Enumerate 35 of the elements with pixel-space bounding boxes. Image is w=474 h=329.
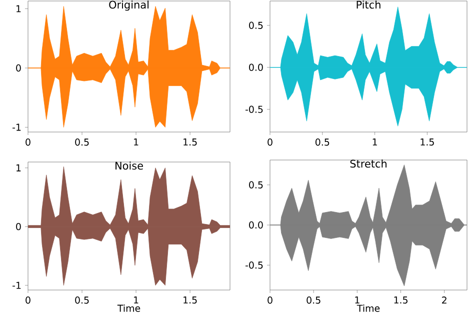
- x-axis-title: Time: [117, 304, 140, 312]
- x-tick-label: 0.5: [316, 138, 330, 146]
- x-tick-label: 1: [134, 138, 138, 146]
- y-tick-label: 0.0: [249, 221, 263, 229]
- y-tick-label: -1: [12, 124, 21, 131]
- y-tick-label: 1: [16, 164, 21, 172]
- chart-title: Noise: [116, 162, 143, 170]
- x-tick-label: 0: [26, 138, 30, 146]
- x-tick-label: 1.5: [394, 296, 408, 304]
- x-tick-label: 0: [26, 296, 30, 304]
- y-tick-label: -0.5: [245, 262, 263, 269]
- x-tick-label: 1: [355, 296, 360, 304]
- x-tick-label: 0: [268, 296, 272, 304]
- x-axis-title: Time: [356, 304, 380, 312]
- x-tick-label: 1.5: [184, 138, 197, 146]
- x-tick-label: 0: [268, 138, 272, 146]
- chart-title: Pitch: [356, 0, 380, 9]
- x-tick-label: 0.5: [75, 138, 89, 146]
- y-tick-label: -1: [12, 282, 21, 289]
- y-tick-label: 0.0: [249, 64, 263, 71]
- x-tick-label: 0.5: [75, 296, 89, 304]
- y-tick-label: 0: [16, 223, 21, 230]
- y-tick-label: 0.5: [249, 22, 263, 29]
- chart-title: Stretch: [350, 160, 386, 168]
- x-tick-label: 1: [372, 138, 377, 146]
- chart-title: Original: [109, 0, 148, 11]
- y-tick-label: 1: [16, 5, 21, 12]
- x-tick-label: 0.5: [306, 296, 320, 304]
- x-tick-label: 1.5: [420, 138, 434, 146]
- y-tick-label: -0.5: [245, 106, 263, 113]
- y-tick-label: 0: [16, 64, 21, 72]
- y-tick-label: 0.5: [249, 181, 263, 188]
- x-tick-label: 2: [442, 296, 446, 304]
- x-tick-label: 1.5: [184, 296, 197, 304]
- x-tick-label: 1: [134, 296, 138, 304]
